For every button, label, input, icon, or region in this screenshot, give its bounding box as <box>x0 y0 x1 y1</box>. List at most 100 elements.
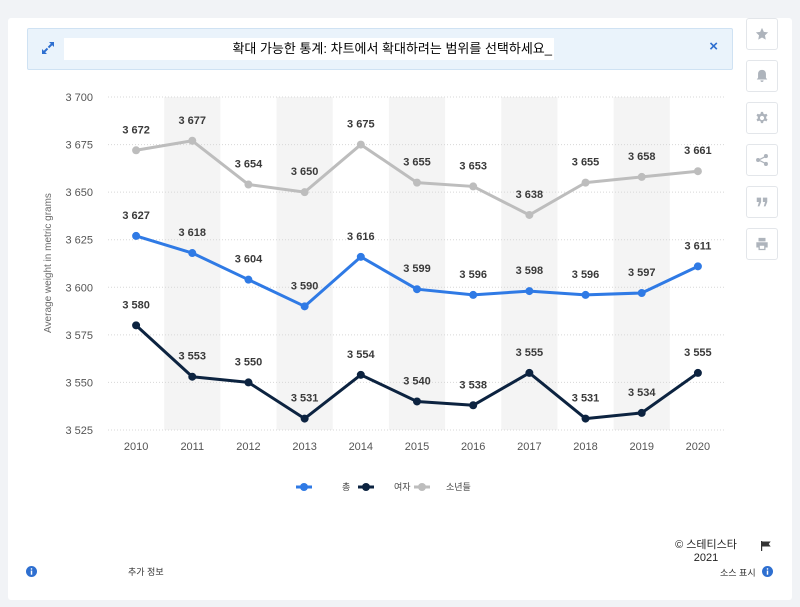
settings-button[interactable] <box>746 102 778 134</box>
data-point <box>581 414 590 423</box>
data-label: 3 611 <box>684 240 711 252</box>
data-point <box>132 231 141 240</box>
x-tick-label: 2015 <box>405 441 429 453</box>
x-tick-label: 2010 <box>124 441 148 453</box>
notification-button[interactable] <box>746 60 778 92</box>
data-label: 3 616 <box>347 231 375 243</box>
data-label: 3 604 <box>235 254 263 266</box>
info-icon[interactable] <box>762 566 773 577</box>
series-소년들: 3 672 3 677 3 654 3 650 3 675 3 655 3 653 3 638… <box>122 115 712 219</box>
bell-icon <box>756 69 768 82</box>
flag-icon[interactable] <box>760 540 772 552</box>
column-band <box>276 97 333 430</box>
data-point <box>637 288 646 297</box>
data-point <box>300 414 309 423</box>
legend-marker <box>362 483 370 491</box>
data-label: 3 627 <box>122 210 150 222</box>
data-label: 3 531 <box>572 393 600 405</box>
column-band <box>613 97 670 430</box>
quote-icon <box>756 197 768 207</box>
y-axis-label: Average weight in metric grams <box>43 193 54 333</box>
data-point <box>469 182 478 191</box>
print-button[interactable] <box>746 228 778 260</box>
star-icon <box>755 27 769 40</box>
data-label: 3 658 <box>628 151 656 163</box>
data-point <box>132 146 141 155</box>
data-label: 3 672 <box>122 124 150 136</box>
x-tick-label: 2011 <box>180 441 204 453</box>
x-tick-label: 2014 <box>349 441 373 453</box>
data-label: 3 655 <box>572 157 600 169</box>
copyright-line-1: © 스테티스타 <box>675 539 737 551</box>
data-label: 3 650 <box>291 166 319 178</box>
data-label: 3 534 <box>628 387 656 399</box>
data-point <box>244 180 253 189</box>
series-총: 3 627 3 618 3 604 3 590 3 616 3 599 3 596 3 598… <box>122 210 711 311</box>
y-tick-label: 3 600 <box>65 282 93 294</box>
data-point <box>693 167 702 176</box>
data-point <box>132 321 141 330</box>
data-point <box>413 397 421 406</box>
side-toolbar <box>746 18 780 270</box>
expand-icon[interactable] <box>40 40 56 56</box>
legend: 총 여자 소년들 <box>296 481 471 492</box>
copyright-line-2: 2021 <box>693 552 719 564</box>
data-label: 3 580 <box>122 299 150 311</box>
zoom-hint-banner: 확대 가능한 통계: 차트에서 확대하려는 범위를 선택하세요_ × <box>27 28 733 70</box>
gear-icon <box>756 111 768 124</box>
data-label: 3 531 <box>291 393 319 405</box>
show-source-link[interactable]: 소스 표시 <box>720 568 756 578</box>
zoom-hint-text: 확대 가능한 통계: 차트에서 확대하려는 범위를 선택하세요_ <box>64 38 554 60</box>
x-tick-label: 2019 <box>629 441 653 453</box>
legend-label: 총 <box>342 482 350 492</box>
info-icon[interactable] <box>26 566 37 577</box>
x-tick-label: 2020 <box>686 441 710 453</box>
data-label: 3 554 <box>347 349 375 361</box>
data-label: 3 599 <box>403 263 431 275</box>
share-button[interactable] <box>746 144 778 176</box>
data-label: 3 598 <box>516 265 544 277</box>
data-point <box>469 290 478 299</box>
data-point <box>581 290 590 299</box>
y-tick-label: 3 675 <box>65 140 93 152</box>
series-여자: 3 580 3 553 3 550 3 531 3 554 3 540 3 538 3 555… <box>122 299 712 423</box>
data-point <box>525 368 534 377</box>
data-point <box>300 302 309 311</box>
data-point <box>637 408 646 417</box>
y-tick-label: 3 525 <box>65 425 93 437</box>
cite-button[interactable] <box>746 186 778 218</box>
favorite-button[interactable] <box>746 18 778 50</box>
data-label: 3 555 <box>684 347 712 359</box>
x-axis-ticks: 2010 2011 2012 2013 2014 2015 2016 2017 2018 2019… <box>124 441 710 453</box>
legend-label: 소년들 <box>446 482 471 492</box>
y-axis-ticks: 3 525 3 550 3 575 3 600 3 625 3 650 3 675 3 700 <box>65 92 93 437</box>
data-label: 3 638 <box>516 189 544 201</box>
data-label: 3 655 <box>403 157 431 169</box>
column-band <box>388 97 446 430</box>
data-point <box>188 372 197 381</box>
data-point <box>300 188 309 197</box>
more-info-link[interactable]: 추가 정보 <box>128 567 164 577</box>
data-label: 3 677 <box>179 115 207 127</box>
data-point <box>693 262 702 271</box>
data-label: 3 540 <box>403 375 431 387</box>
x-tick-label: 2012 <box>236 441 260 453</box>
y-tick-label: 3 650 <box>65 187 93 199</box>
data-label: 3 550 <box>235 356 263 368</box>
close-icon[interactable]: × <box>709 38 718 55</box>
data-point <box>356 252 365 261</box>
data-point <box>188 136 197 145</box>
data-point <box>188 249 197 258</box>
legend-marker <box>418 483 426 491</box>
share-icon <box>756 154 768 166</box>
data-label: 3 675 <box>347 119 375 131</box>
data-label: 3 661 <box>684 145 712 157</box>
data-label: 3 553 <box>179 351 207 363</box>
data-point <box>356 140 365 149</box>
x-tick-label: 2013 <box>292 441 316 453</box>
data-label: 3 538 <box>459 379 487 391</box>
data-point <box>637 172 646 181</box>
data-label: 3 597 <box>628 267 656 279</box>
legend-label: 여자 <box>394 481 411 492</box>
